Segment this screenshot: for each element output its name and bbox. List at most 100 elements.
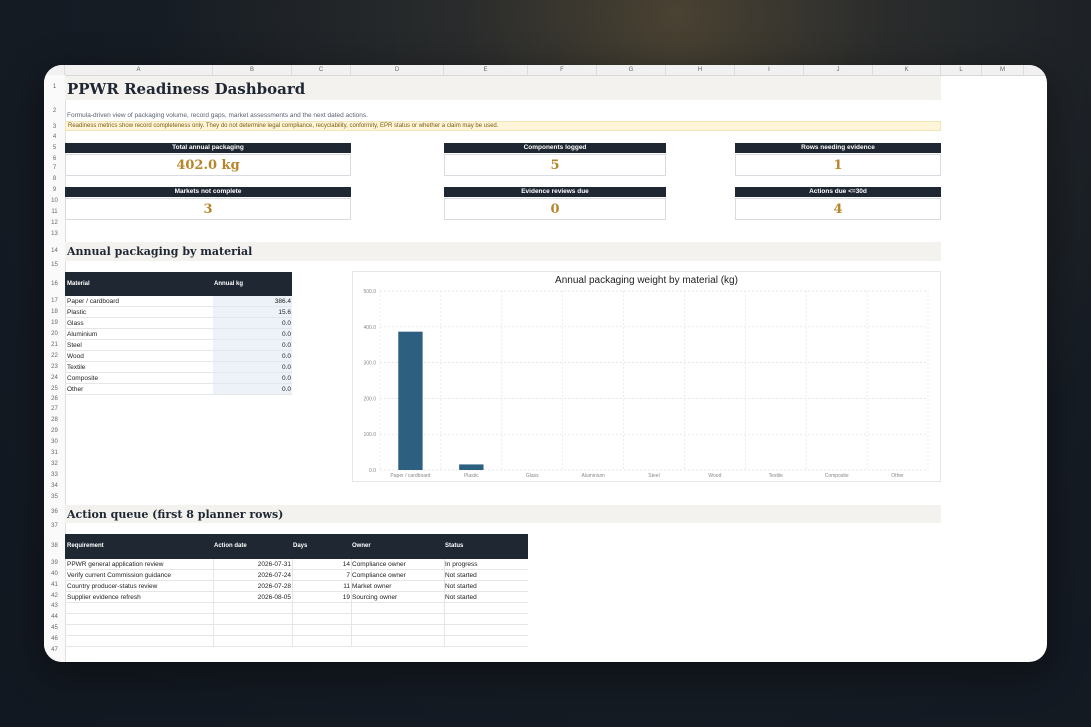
annual-kg-cell[interactable]: 0.0 [281,364,291,371]
owner-cell[interactable]: Sourcing owner [352,594,398,601]
kpi-actions-due-value[interactable]: 4 [735,198,941,220]
action-date-cell[interactable]: 2026-07-28 [257,583,291,590]
row-header-32[interactable]: 32 [51,461,58,467]
days-cell[interactable]: 14 [342,561,350,568]
material-cell[interactable]: Other [67,386,84,393]
row-header-38[interactable]: 38 [51,543,58,549]
row-header-12[interactable]: 12 [51,220,58,226]
days-column-header[interactable]: Days [293,543,308,549]
days-cell[interactable]: 11 [343,583,350,590]
kpi-rows-needing-evidence-value[interactable]: 1 [735,154,941,176]
owner-column-header[interactable]: Owner [352,543,371,549]
row-header-31[interactable]: 31 [51,450,58,456]
kpi-components-logged-value[interactable]: 5 [444,154,666,176]
annual-kg-cell[interactable]: 15.6 [278,309,291,316]
row-header-25[interactable]: 25 [51,386,58,392]
row-header-18[interactable]: 18 [51,309,58,315]
row-header-14[interactable]: 14 [51,248,58,254]
status-cell[interactable]: Not started [445,594,477,601]
annual-kg-cell[interactable]: 0.0 [281,375,291,382]
row-header-28[interactable]: 28 [51,417,58,423]
row-header-36[interactable]: 36 [51,509,58,515]
material-cell[interactable]: Glass [67,320,84,327]
action-date-cell[interactable]: 2026-07-31 [257,561,291,568]
row-header-46[interactable]: 46 [51,636,58,642]
annual-kg-cell[interactable]: 0.0 [281,331,291,338]
requirement-cell[interactable]: Country producer-status review [67,583,158,590]
row-header-21[interactable]: 21 [51,342,58,348]
action-date-cell[interactable]: 2026-08-05 [257,594,291,601]
row-header-24[interactable]: 24 [51,375,58,381]
owner-cell[interactable]: Compliance owner [352,561,406,568]
row-header-19[interactable]: 19 [51,320,58,326]
column-header-m[interactable]: M [982,65,1024,75]
column-header-a[interactable]: A [65,65,213,75]
column-header-c[interactable]: C [292,65,351,75]
column-header-e[interactable]: E [444,65,528,75]
annual-kg-column-header[interactable]: Annual kg [214,281,244,287]
row-header-41[interactable]: 41 [51,582,58,588]
row-header-47[interactable]: 47 [51,647,58,653]
days-cell[interactable]: 19 [342,594,350,601]
row-header-39[interactable]: 39 [51,560,58,566]
kpi-total-annual-packaging-value[interactable]: 402.0 kg [65,154,351,176]
status-cell[interactable]: Not started [445,572,477,579]
row-header-42[interactable]: 42 [51,593,58,599]
annual-kg-cell[interactable]: 0.0 [281,320,291,327]
column-header-l[interactable]: L [941,65,982,75]
row-header-1[interactable]: 1 [52,84,57,90]
requirement-cell[interactable]: PPWR general application review [67,561,164,568]
row-header-6[interactable]: 6 [52,156,57,162]
requirement-column-header[interactable]: Requirement [67,543,104,549]
row-header-2[interactable]: 2 [52,108,57,114]
kpi-evidence-reviews-due-value[interactable]: 0 [444,198,666,220]
owner-cell[interactable]: Market owner [352,583,392,590]
row-header-30[interactable]: 30 [51,439,58,445]
column-header-b[interactable]: B [213,65,292,75]
row-header-34[interactable]: 34 [51,483,58,489]
annual-kg-cell[interactable]: 0.0 [281,353,291,360]
column-header-d[interactable]: D [351,65,444,75]
material-cell[interactable]: Steel [67,342,82,349]
row-header-17[interactable]: 17 [51,298,58,304]
row-header-26[interactable]: 26 [51,396,58,402]
annual-kg-cell[interactable]: 0.0 [281,386,291,393]
material-cell[interactable]: Aluminium [67,331,98,338]
requirement-cell[interactable]: Supplier evidence refresh [67,594,141,601]
row-header-7[interactable]: 7 [52,165,57,171]
row-header-22[interactable]: 22 [51,353,58,359]
column-header-f[interactable]: F [528,65,597,75]
row-header-9[interactable]: 9 [52,187,57,193]
row-header-10[interactable]: 10 [51,198,58,204]
material-cell[interactable]: Textile [67,364,86,371]
status-column-header[interactable]: Status [445,543,464,549]
row-header-20[interactable]: 20 [51,331,58,337]
row-header-45[interactable]: 45 [51,625,58,631]
material-cell[interactable]: Paper / cardboard [67,298,120,305]
action-date-column-header[interactable]: Action date [214,543,247,549]
row-header-11[interactable]: 11 [51,209,58,215]
status-cell[interactable]: In progress [445,561,478,568]
row-header-29[interactable]: 29 [51,428,58,434]
row-header-27[interactable]: 27 [51,406,58,412]
row-header-15[interactable]: 15 [51,262,58,268]
row-header-37[interactable]: 37 [51,523,58,529]
row-header-33[interactable]: 33 [51,472,58,478]
material-cell[interactable]: Plastic [67,309,87,316]
row-header-40[interactable]: 40 [51,571,58,577]
annual-kg-cell[interactable]: 386.4 [274,298,291,305]
row-header-5[interactable]: 5 [52,145,57,151]
annual-kg-cell[interactable]: 0.0 [281,342,291,349]
row-header-35[interactable]: 35 [51,494,58,500]
material-cell[interactable]: Wood [67,353,84,360]
requirement-cell[interactable]: Verify current Commission guidance [67,572,172,579]
row-header-13[interactable]: 13 [51,231,58,237]
kpi-markets-not-complete-value[interactable]: 3 [65,198,351,220]
column-header-g[interactable]: G [597,65,666,75]
material-column-header[interactable]: Material [67,281,90,287]
row-header-16[interactable]: 16 [51,281,58,287]
row-header-3[interactable]: 3 [52,124,57,130]
row-header-8[interactable]: 8 [52,176,57,182]
material-cell[interactable]: Composite [67,375,99,382]
row-header-43[interactable]: 43 [51,603,58,609]
